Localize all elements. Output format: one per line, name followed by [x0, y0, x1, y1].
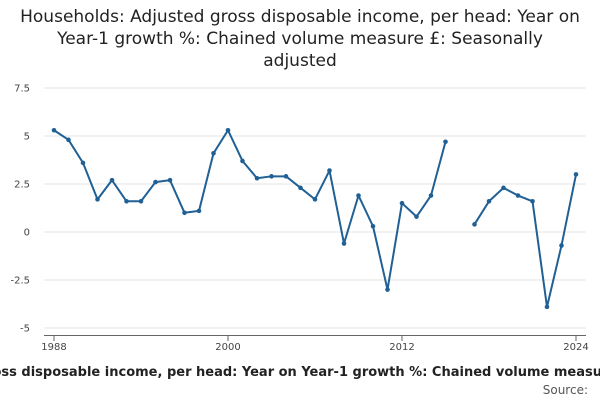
- series-points: [51, 127, 579, 310]
- data-point[interactable]: [559, 243, 564, 248]
- data-point[interactable]: [472, 222, 477, 227]
- data-point[interactable]: [443, 139, 448, 145]
- x-tick-label: 2012: [389, 342, 414, 353]
- data-point[interactable]: [385, 287, 390, 292]
- x-axis-tick-labels: 1988 2000 2012 2024: [41, 342, 588, 353]
- data-point[interactable]: [138, 198, 144, 204]
- y-tick-label: -5: [20, 324, 30, 335]
- series-line: [53, 129, 577, 308]
- data-point[interactable]: [240, 158, 245, 164]
- data-point[interactable]: [80, 160, 86, 166]
- data-point[interactable]: [153, 179, 158, 185]
- data-point[interactable]: [530, 198, 535, 204]
- data-point[interactable]: [124, 198, 129, 204]
- data-point[interactable]: [167, 177, 173, 183]
- y-tick-label: 0: [24, 228, 30, 239]
- data-point[interactable]: [370, 223, 376, 229]
- data-point[interactable]: [298, 185, 303, 191]
- data-point[interactable]: [356, 193, 361, 198]
- y-tick-label: -2.5: [10, 276, 30, 287]
- y-tick-label: 2.5: [14, 180, 30, 191]
- series-line-segment: [473, 174, 577, 308]
- y-axis-tick-labels: -5 -2.5 0 2.5 5 7.5: [10, 84, 30, 335]
- x-tick-label: 2000: [215, 342, 240, 353]
- data-point[interactable]: [269, 174, 274, 179]
- x-tick-label: 2024: [563, 342, 588, 353]
- data-point[interactable]: [341, 241, 347, 246]
- data-point[interactable]: [95, 197, 100, 202]
- x-axis: [44, 335, 586, 341]
- data-point[interactable]: [544, 304, 550, 310]
- data-point[interactable]: [414, 214, 419, 219]
- data-point[interactable]: [211, 150, 216, 156]
- y-tick-label: 7.5: [14, 84, 30, 95]
- data-point[interactable]: [399, 200, 405, 206]
- y-axis-label-text: Households: Adjusted gross disposable in…: [0, 365, 600, 380]
- x-tick-label: 1988: [41, 342, 66, 353]
- data-point[interactable]: [66, 137, 71, 143]
- data-point[interactable]: [109, 177, 115, 183]
- data-point[interactable]: [428, 193, 434, 198]
- data-point[interactable]: [51, 127, 57, 133]
- data-point[interactable]: [254, 175, 260, 181]
- data-point[interactable]: [486, 198, 492, 204]
- data-point[interactable]: [327, 168, 332, 173]
- data-point[interactable]: [312, 197, 318, 202]
- series-line-segment: [53, 129, 447, 291]
- data-point[interactable]: [182, 210, 187, 216]
- y-tick-label: 5: [24, 132, 30, 143]
- data-point[interactable]: [515, 193, 521, 198]
- chart-title: Households: Adjusted gross disposable in…: [20, 7, 580, 71]
- data-point[interactable]: [501, 185, 506, 191]
- data-point[interactable]: [196, 208, 202, 214]
- grid-lines: [44, 87, 586, 329]
- data-point[interactable]: [283, 174, 289, 179]
- source-label: Source:: [542, 383, 588, 397]
- data-point[interactable]: [573, 172, 579, 177]
- y-axis-label: Households: Adjusted gross disposable in…: [0, 365, 600, 380]
- data-point[interactable]: [225, 127, 231, 133]
